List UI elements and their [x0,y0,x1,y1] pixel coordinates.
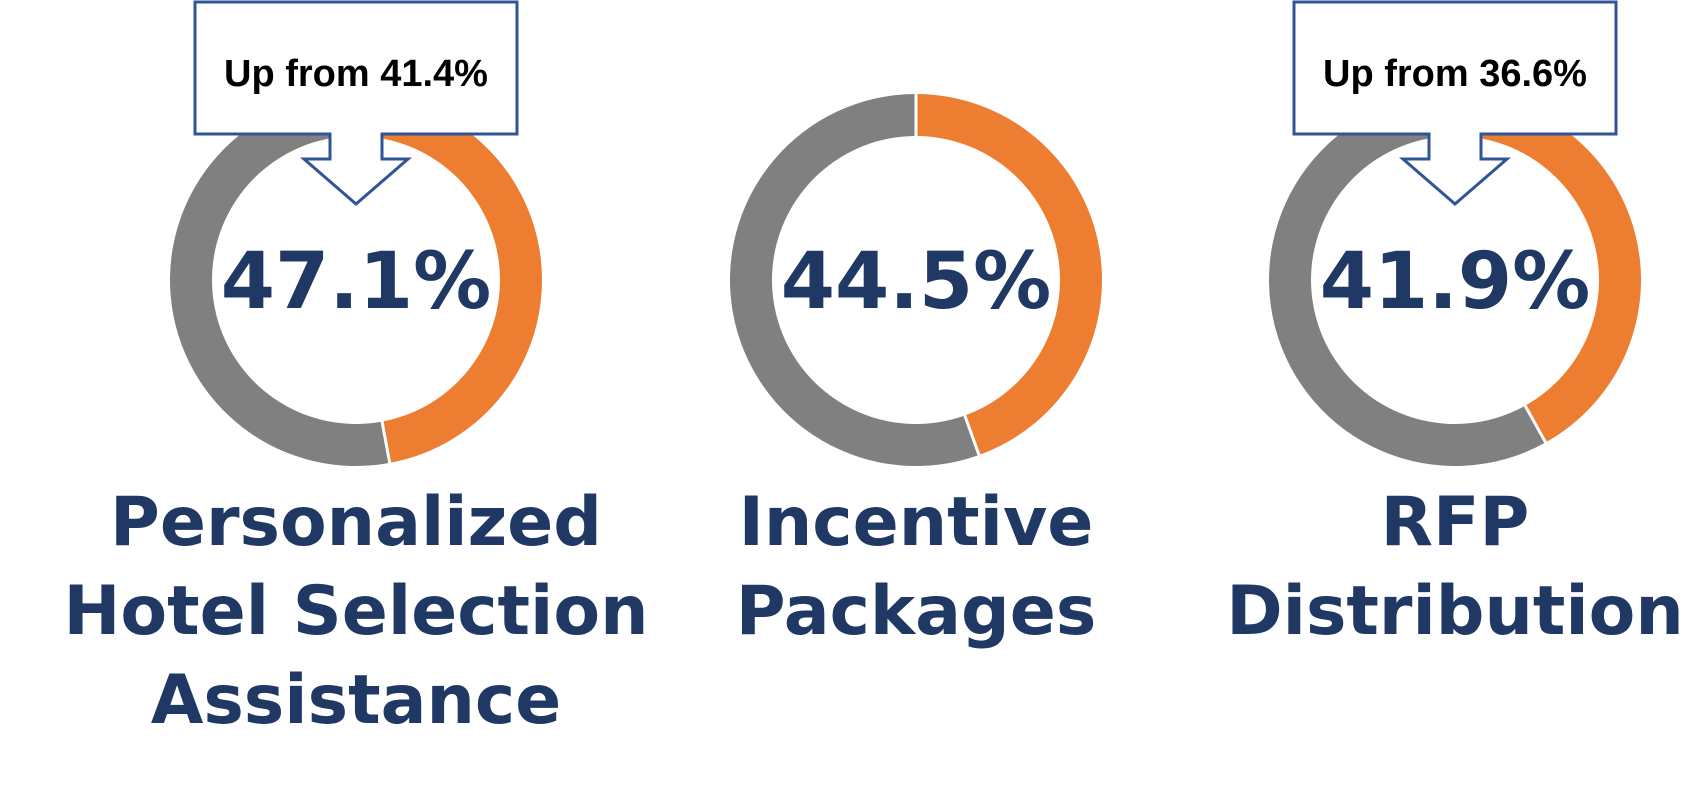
callout-arrow-box [193,0,519,206]
donut-slice-value [356,94,542,463]
donut-chart-1: 47.1% Personalized Hotel Selection Assistan… [63,0,649,740]
donut-slice-remainder [169,94,390,467]
category-label-line: Personalized [110,483,602,562]
percentage-value: 41.9% [1320,237,1591,327]
donut-slice-remainder [1269,94,1546,466]
donut-slice-value [916,94,1102,456]
donut-slice-value [1455,94,1641,443]
category-label-line: RFP [1381,483,1530,562]
donut-slice-remainder [730,94,980,466]
donut-chart-3: 41.9% RFP Distribution Up from 36.6% [1226,0,1684,651]
category-label-line: Assistance [151,661,562,740]
category-label-line: Hotel Selection [63,572,648,651]
callout-arrow-box [1292,0,1618,206]
callout-text: Up from 36.6% [1323,53,1587,95]
category-label-line: Packages [736,572,1097,651]
percentage-value: 47.1% [221,237,492,327]
percentage-value: 44.5% [781,237,1052,327]
slice-separator [380,420,392,465]
slice-separator [963,414,981,457]
donut-chart-2: 44.5% Incentive Packages [730,93,1102,651]
category-label-line: Distribution [1226,572,1684,651]
category-label-line: Incentive [739,483,1094,562]
callout-text: Up from 41.4% [224,53,488,95]
slice-separator [1523,404,1548,445]
